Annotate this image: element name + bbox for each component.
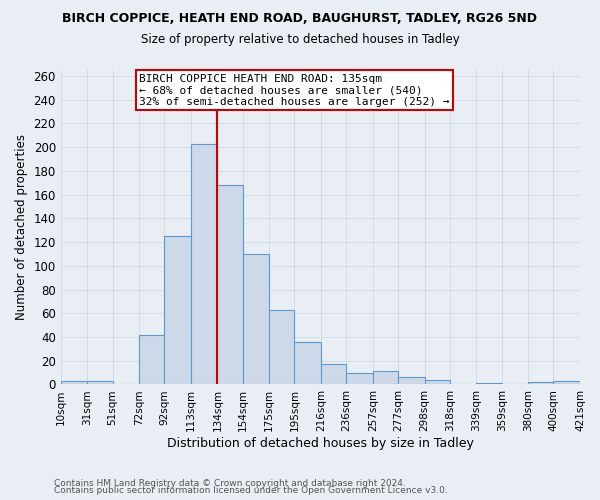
Bar <box>164 236 191 384</box>
Bar <box>528 382 553 384</box>
Bar <box>243 254 269 384</box>
Bar <box>295 342 321 384</box>
Bar <box>321 364 346 384</box>
Text: Contains public sector information licensed under the Open Government Licence v3: Contains public sector information licen… <box>54 486 448 495</box>
Y-axis label: Number of detached properties: Number of detached properties <box>15 134 28 320</box>
Bar <box>191 144 217 384</box>
Bar <box>398 378 425 384</box>
Bar <box>346 372 373 384</box>
Bar <box>553 381 580 384</box>
Bar <box>269 310 295 384</box>
Text: Contains HM Land Registry data © Crown copyright and database right 2024.: Contains HM Land Registry data © Crown c… <box>54 478 406 488</box>
Bar <box>88 381 113 384</box>
Text: BIRCH COPPICE HEATH END ROAD: 135sqm
← 68% of detached houses are smaller (540)
: BIRCH COPPICE HEATH END ROAD: 135sqm ← 6… <box>139 74 449 107</box>
Bar <box>373 372 398 384</box>
Bar <box>425 380 450 384</box>
Bar <box>217 185 243 384</box>
Bar <box>61 381 88 384</box>
X-axis label: Distribution of detached houses by size in Tadley: Distribution of detached houses by size … <box>167 437 474 450</box>
Text: Size of property relative to detached houses in Tadley: Size of property relative to detached ho… <box>140 32 460 46</box>
Bar <box>139 334 164 384</box>
Text: BIRCH COPPICE, HEATH END ROAD, BAUGHURST, TADLEY, RG26 5ND: BIRCH COPPICE, HEATH END ROAD, BAUGHURST… <box>62 12 538 26</box>
